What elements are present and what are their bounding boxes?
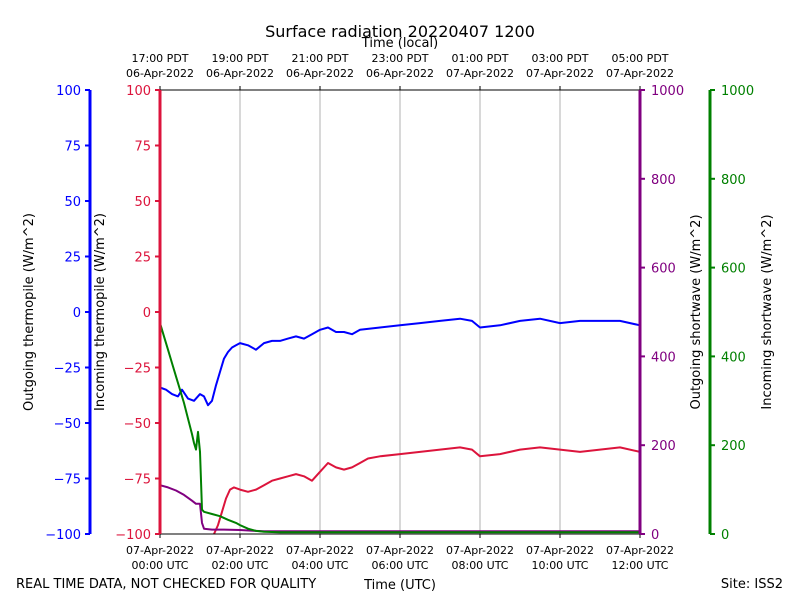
x-tick-label-local-time: 23:00 PDT — [371, 52, 428, 65]
y-tick-label-outgoing-thermopile: 100 — [56, 84, 81, 99]
x-tick-label-local-date: 07-Apr-2022 — [606, 67, 674, 80]
x-tick-label-utc-date: 07-Apr-2022 — [446, 544, 514, 557]
x-tick-label-local-date: 06-Apr-2022 — [126, 67, 194, 80]
x-tick-label-local-time: 19:00 PDT — [211, 52, 268, 65]
x-tick-label-utc-date: 07-Apr-2022 — [606, 544, 674, 557]
x-tick-label-local-time: 21:00 PDT — [291, 52, 348, 65]
x-tick-label-utc-date: 07-Apr-2022 — [286, 544, 354, 557]
y-tick-label-incoming-shortwave: 600 — [721, 262, 746, 277]
y-tick-label-outgoing-thermopile: 75 — [64, 140, 81, 155]
y-tick-label-outgoing-shortwave: 1000 — [651, 84, 684, 99]
y-tick-label-outgoing-thermopile: 0 — [73, 306, 81, 321]
x-tick-label-local-time: 01:00 PDT — [451, 52, 508, 65]
x-tick-label-utc-time: 06:00 UTC — [371, 559, 428, 572]
y-tick-label-outgoing-shortwave: 200 — [651, 439, 676, 454]
x-tick-label-local-time: 17:00 PDT — [131, 52, 188, 65]
y-tick-label-incoming-thermopile: 75 — [134, 140, 151, 155]
x-tick-label-utc-time: 12:00 UTC — [611, 559, 668, 572]
y-label-incoming-thermopile: Incoming thermopile (W/m^2) — [93, 213, 108, 411]
x-tick-label-utc-time: 08:00 UTC — [451, 559, 508, 572]
chart-title: Surface radiation 20220407 1200 — [265, 22, 535, 41]
x-tick-label-utc-time: 10:00 UTC — [531, 559, 588, 572]
y-tick-label-incoming-shortwave: 1000 — [721, 84, 754, 99]
x-tick-label-local-date: 06-Apr-2022 — [206, 67, 274, 80]
y-tick-label-incoming-thermopile: −25 — [124, 362, 151, 377]
x-tick-label-utc-time: 04:00 UTC — [291, 559, 348, 572]
y-tick-label-incoming-shortwave: 200 — [721, 439, 746, 454]
y-tick-label-outgoing-thermopile: −100 — [45, 528, 81, 543]
x-tick-label-local-date: 07-Apr-2022 — [526, 67, 594, 80]
series-line-outgoing-thermopile — [159, 317, 641, 407]
site-label: Site: ISS2 — [721, 577, 783, 592]
x-tick-label-local-time: 03:00 PDT — [531, 52, 588, 65]
footer-disclaimer: REAL TIME DATA, NOT CHECKED FOR QUALITY — [16, 577, 316, 592]
y-tick-label-outgoing-shortwave: 0 — [651, 528, 659, 543]
y-label-outgoing-shortwave: Outgoing shortwave (W/m^2) — [689, 214, 704, 409]
y-tick-label-outgoing-shortwave: 600 — [651, 262, 676, 277]
x-tick-label-utc-date: 07-Apr-2022 — [206, 544, 274, 557]
axes: 07-Apr-2022 00:00 UTC 07-Apr-2022 02:00 UTC… — [45, 52, 754, 572]
y-tick-label-incoming-thermopile: −75 — [124, 473, 151, 488]
y-tick-label-incoming-shortwave: 0 — [721, 528, 729, 543]
data-series — [159, 317, 641, 535]
y-tick-label-incoming-thermopile: 50 — [134, 195, 151, 210]
x-tick-label-utc-date: 07-Apr-2022 — [126, 544, 194, 557]
y-tick-label-incoming-thermopile: 0 — [143, 306, 151, 321]
series-line-incoming-shortwave — [159, 322, 640, 534]
y-tick-label-incoming-thermopile: −50 — [124, 417, 151, 432]
grid-lines — [239, 90, 561, 534]
x-tick-label-local-date: 06-Apr-2022 — [286, 67, 354, 80]
y-tick-label-incoming-thermopile: 100 — [126, 84, 151, 99]
x-tick-label-utc-time: 02:00 UTC — [211, 559, 268, 572]
y-tick-label-outgoing-thermopile: 25 — [64, 251, 81, 266]
x-axis-label: Time (UTC) — [363, 578, 436, 593]
y-tick-label-outgoing-thermopile: −75 — [54, 473, 81, 488]
y-tick-label-incoming-shortwave: 800 — [721, 173, 746, 188]
y-tick-label-incoming-thermopile: −100 — [115, 528, 151, 543]
y-label-outgoing-thermopile: Outgoing thermopile (W/m^2) — [22, 213, 37, 411]
y-tick-label-outgoing-thermopile: −25 — [54, 362, 81, 377]
x-tick-label-local-date: 06-Apr-2022 — [366, 67, 434, 80]
y-tick-label-outgoing-shortwave: 800 — [651, 173, 676, 188]
y-tick-label-outgoing-shortwave: 400 — [651, 350, 676, 365]
y-tick-label-incoming-thermopile: 25 — [134, 251, 151, 266]
top-axis-title: Time (local) — [361, 36, 438, 51]
x-tick-label-local-date: 07-Apr-2022 — [446, 67, 514, 80]
x-tick-label-utc-date: 07-Apr-2022 — [366, 544, 434, 557]
series-line-incoming-thermopile — [213, 446, 641, 535]
x-tick-label-local-time: 05:00 PDT — [611, 52, 668, 65]
y-tick-label-outgoing-thermopile: 50 — [64, 195, 81, 210]
x-tick-label-utc-time: 00:00 UTC — [131, 559, 188, 572]
y-tick-label-incoming-shortwave: 400 — [721, 350, 746, 365]
y-tick-label-outgoing-thermopile: −50 — [54, 417, 81, 432]
y-label-incoming-shortwave: Incoming shortwave (W/m^2) — [760, 214, 775, 409]
x-tick-label-utc-date: 07-Apr-2022 — [526, 544, 594, 557]
